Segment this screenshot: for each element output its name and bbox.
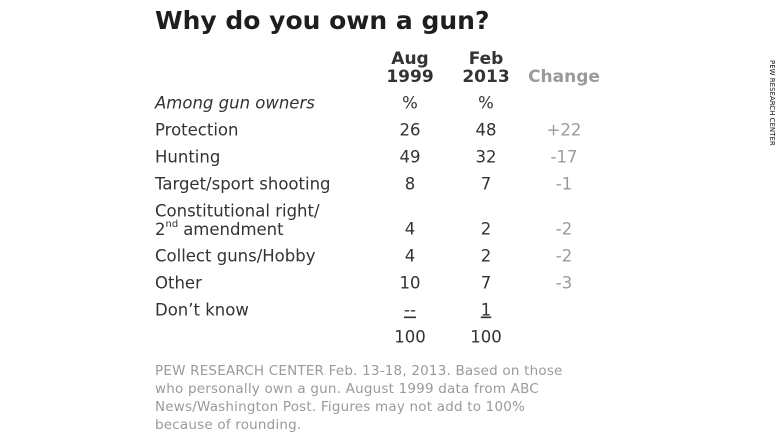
cell: 7	[481, 175, 492, 194]
side-credit: PEW RESEARCH CENTER	[768, 60, 776, 146]
row-label-sup: nd	[166, 219, 179, 230]
total: 100	[470, 328, 502, 347]
row-label: Collect guns/Hobby	[155, 247, 316, 266]
cell: 48	[476, 121, 497, 140]
row-label-part: amendment	[183, 220, 284, 239]
cell: 4	[405, 247, 416, 266]
row-label: Hunting	[155, 148, 220, 167]
footnote: News/Washington Post. Figures may not ad…	[155, 399, 525, 415]
cell: 32	[476, 148, 497, 167]
cell: -2	[556, 220, 572, 239]
footnote: PEW RESEARCH CENTER Feb. 13-18, 2013. Ba…	[155, 363, 563, 379]
cell: 26	[400, 121, 421, 140]
row-label: Don’t know	[155, 301, 249, 320]
cell: 2	[481, 220, 492, 239]
unit: %	[478, 94, 494, 113]
row-label: Protection	[155, 121, 238, 140]
cell: -17	[551, 148, 578, 167]
column-header: 1999	[386, 67, 433, 87]
unit: %	[402, 94, 418, 113]
footnote: who personally own a gun. August 1999 da…	[155, 381, 539, 397]
column-header: 2013	[462, 67, 509, 87]
row-label: Target/sport shooting	[154, 175, 331, 194]
row-label-part: 2	[155, 220, 166, 239]
subgroup-label: Among gun owners	[154, 94, 315, 113]
cell: 49	[400, 148, 421, 167]
cell: -1	[556, 175, 572, 194]
title: Why do you own a gun?	[155, 6, 489, 35]
cell: -2	[556, 247, 572, 266]
column-header: Change	[528, 67, 600, 87]
cell: +22	[547, 121, 582, 140]
cell: --	[404, 301, 416, 320]
cell: 1	[481, 301, 492, 320]
cell: 10	[400, 274, 421, 293]
cell: 8	[405, 175, 416, 194]
total: 100	[394, 328, 426, 347]
column-header: Aug	[391, 49, 428, 69]
row-label: Other	[155, 274, 202, 293]
cell: 4	[405, 220, 416, 239]
cell: 2	[481, 247, 492, 266]
cell: -3	[556, 274, 572, 293]
row-label: 2nd amendment	[155, 219, 284, 239]
row-label: Constitutional right/	[155, 202, 320, 221]
column-header: Feb	[469, 49, 504, 69]
footnote: because of rounding.	[155, 417, 301, 433]
cell: 7	[481, 274, 492, 293]
